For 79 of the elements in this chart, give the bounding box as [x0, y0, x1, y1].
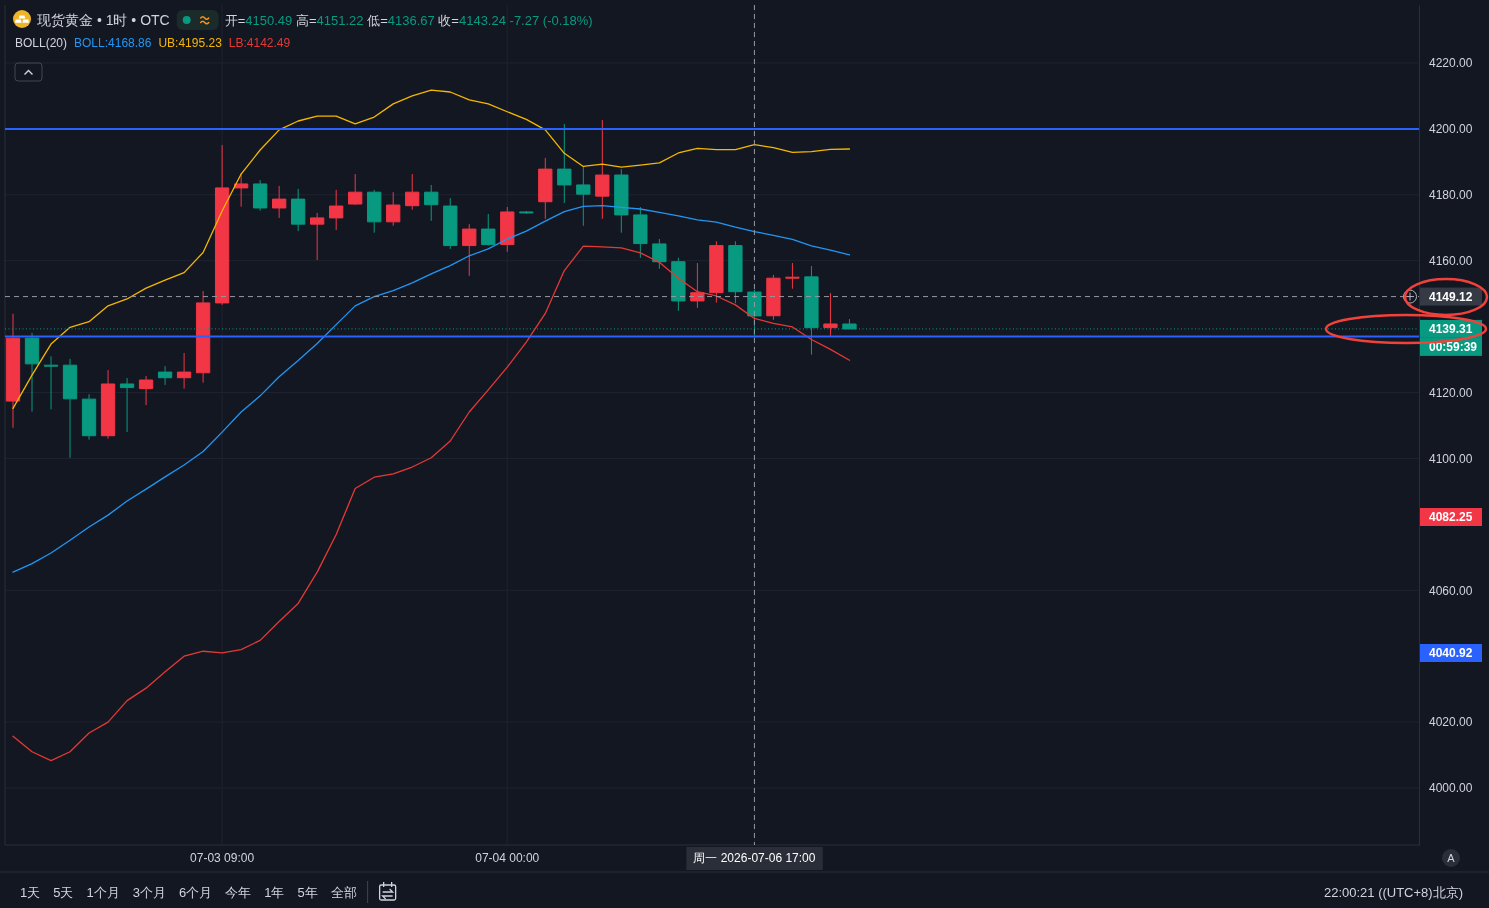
candlestick — [823, 292, 838, 337]
y-tick-label: 4120.00 — [1429, 385, 1473, 400]
text: 1天 — [20, 884, 41, 900]
candlestick — [671, 257, 686, 312]
candlestick — [424, 184, 439, 222]
x-tick-label: 07-03 09:00 — [190, 851, 255, 866]
text: 3个月 — [132, 884, 166, 900]
candlestick — [119, 377, 135, 433]
text: 4040.92 — [1429, 646, 1473, 661]
text: 00:59:39 — [1429, 340, 1478, 355]
candlestick — [291, 188, 306, 232]
y-tick-label: 4180.00 — [1429, 188, 1473, 203]
candlestick — [62, 358, 78, 459]
candlestick — [310, 212, 325, 261]
candlestick — [576, 166, 591, 227]
candlestick — [5, 313, 21, 429]
candlestick — [271, 185, 287, 219]
x-tick-label: 07-04 00:00 — [475, 851, 540, 866]
candlestick — [100, 369, 116, 440]
text: 1个月 — [86, 884, 120, 900]
text: 全部 — [330, 884, 357, 900]
candlestick — [633, 206, 648, 259]
candlestick — [138, 375, 154, 406]
text: 4082.25 — [1429, 510, 1473, 525]
line-series — [12, 245, 851, 762]
candlestick — [652, 238, 667, 270]
candlestick — [462, 223, 477, 277]
y-tick-label: 4060.00 — [1429, 583, 1473, 598]
candlestick — [176, 352, 192, 390]
candlestick — [443, 197, 458, 250]
text: 今年 — [225, 884, 252, 900]
candlestick — [157, 365, 173, 386]
text: 4149.12 — [1429, 289, 1473, 304]
candlestick — [728, 240, 743, 304]
y-tick-label: 4100.00 — [1429, 451, 1473, 466]
candlestick — [690, 262, 705, 309]
candlestick — [252, 179, 268, 212]
y-tick-label: 4160.00 — [1429, 254, 1473, 269]
text: 4139.31 — [1429, 322, 1473, 337]
candlestick — [614, 168, 629, 234]
candlestick — [538, 157, 553, 220]
y-tick-label: 4020.00 — [1429, 715, 1473, 730]
candlestick — [24, 332, 40, 413]
candlestick — [233, 172, 249, 208]
line-series — [12, 205, 851, 573]
legend-title: BOLL(20) — [15, 36, 68, 51]
candlestick — [557, 123, 572, 204]
text: 1年 — [264, 884, 285, 900]
text: 6个月 — [178, 884, 213, 900]
candlestick — [709, 240, 724, 304]
candlestick — [785, 262, 800, 290]
candlestick — [329, 189, 344, 231]
text: LB:4142.49 — [228, 36, 291, 51]
candlestick — [214, 144, 230, 306]
candlestick — [386, 191, 401, 227]
candlestick — [195, 290, 211, 384]
y-tick-label: 4220.00 — [1429, 56, 1473, 71]
candlestick — [766, 274, 781, 321]
x-tick-label: 周一 2026-07-06 17:00 — [693, 851, 816, 866]
text: UB:4195.23 — [158, 36, 223, 51]
candlestick — [348, 173, 363, 206]
candlestick — [81, 393, 97, 441]
candlestick — [367, 189, 382, 234]
text: 开=4150.49 高=4151.22 低=4136.67 收=4143.24 -7.27 (-0.18%) — [224, 12, 593, 28]
line-series — [12, 89, 851, 410]
text: 5年 — [297, 884, 318, 900]
text: 22:00:21 ((UTC+8)北京) — [1323, 884, 1463, 900]
candlestick — [43, 355, 59, 410]
y-tick-label: 4200.00 — [1429, 122, 1473, 137]
y-tick-label: 4000.00 — [1429, 781, 1473, 796]
text: BOLL:4168.86 — [74, 36, 152, 51]
text: 现货黄金 • 1时 • OTC — [37, 11, 170, 28]
text: A — [1447, 851, 1456, 864]
candlestick — [500, 206, 515, 253]
candlestick — [405, 173, 420, 211]
candlestick — [519, 210, 534, 215]
candlestick — [481, 213, 496, 247]
candlestick — [595, 119, 610, 220]
text: 5天 — [53, 884, 74, 900]
